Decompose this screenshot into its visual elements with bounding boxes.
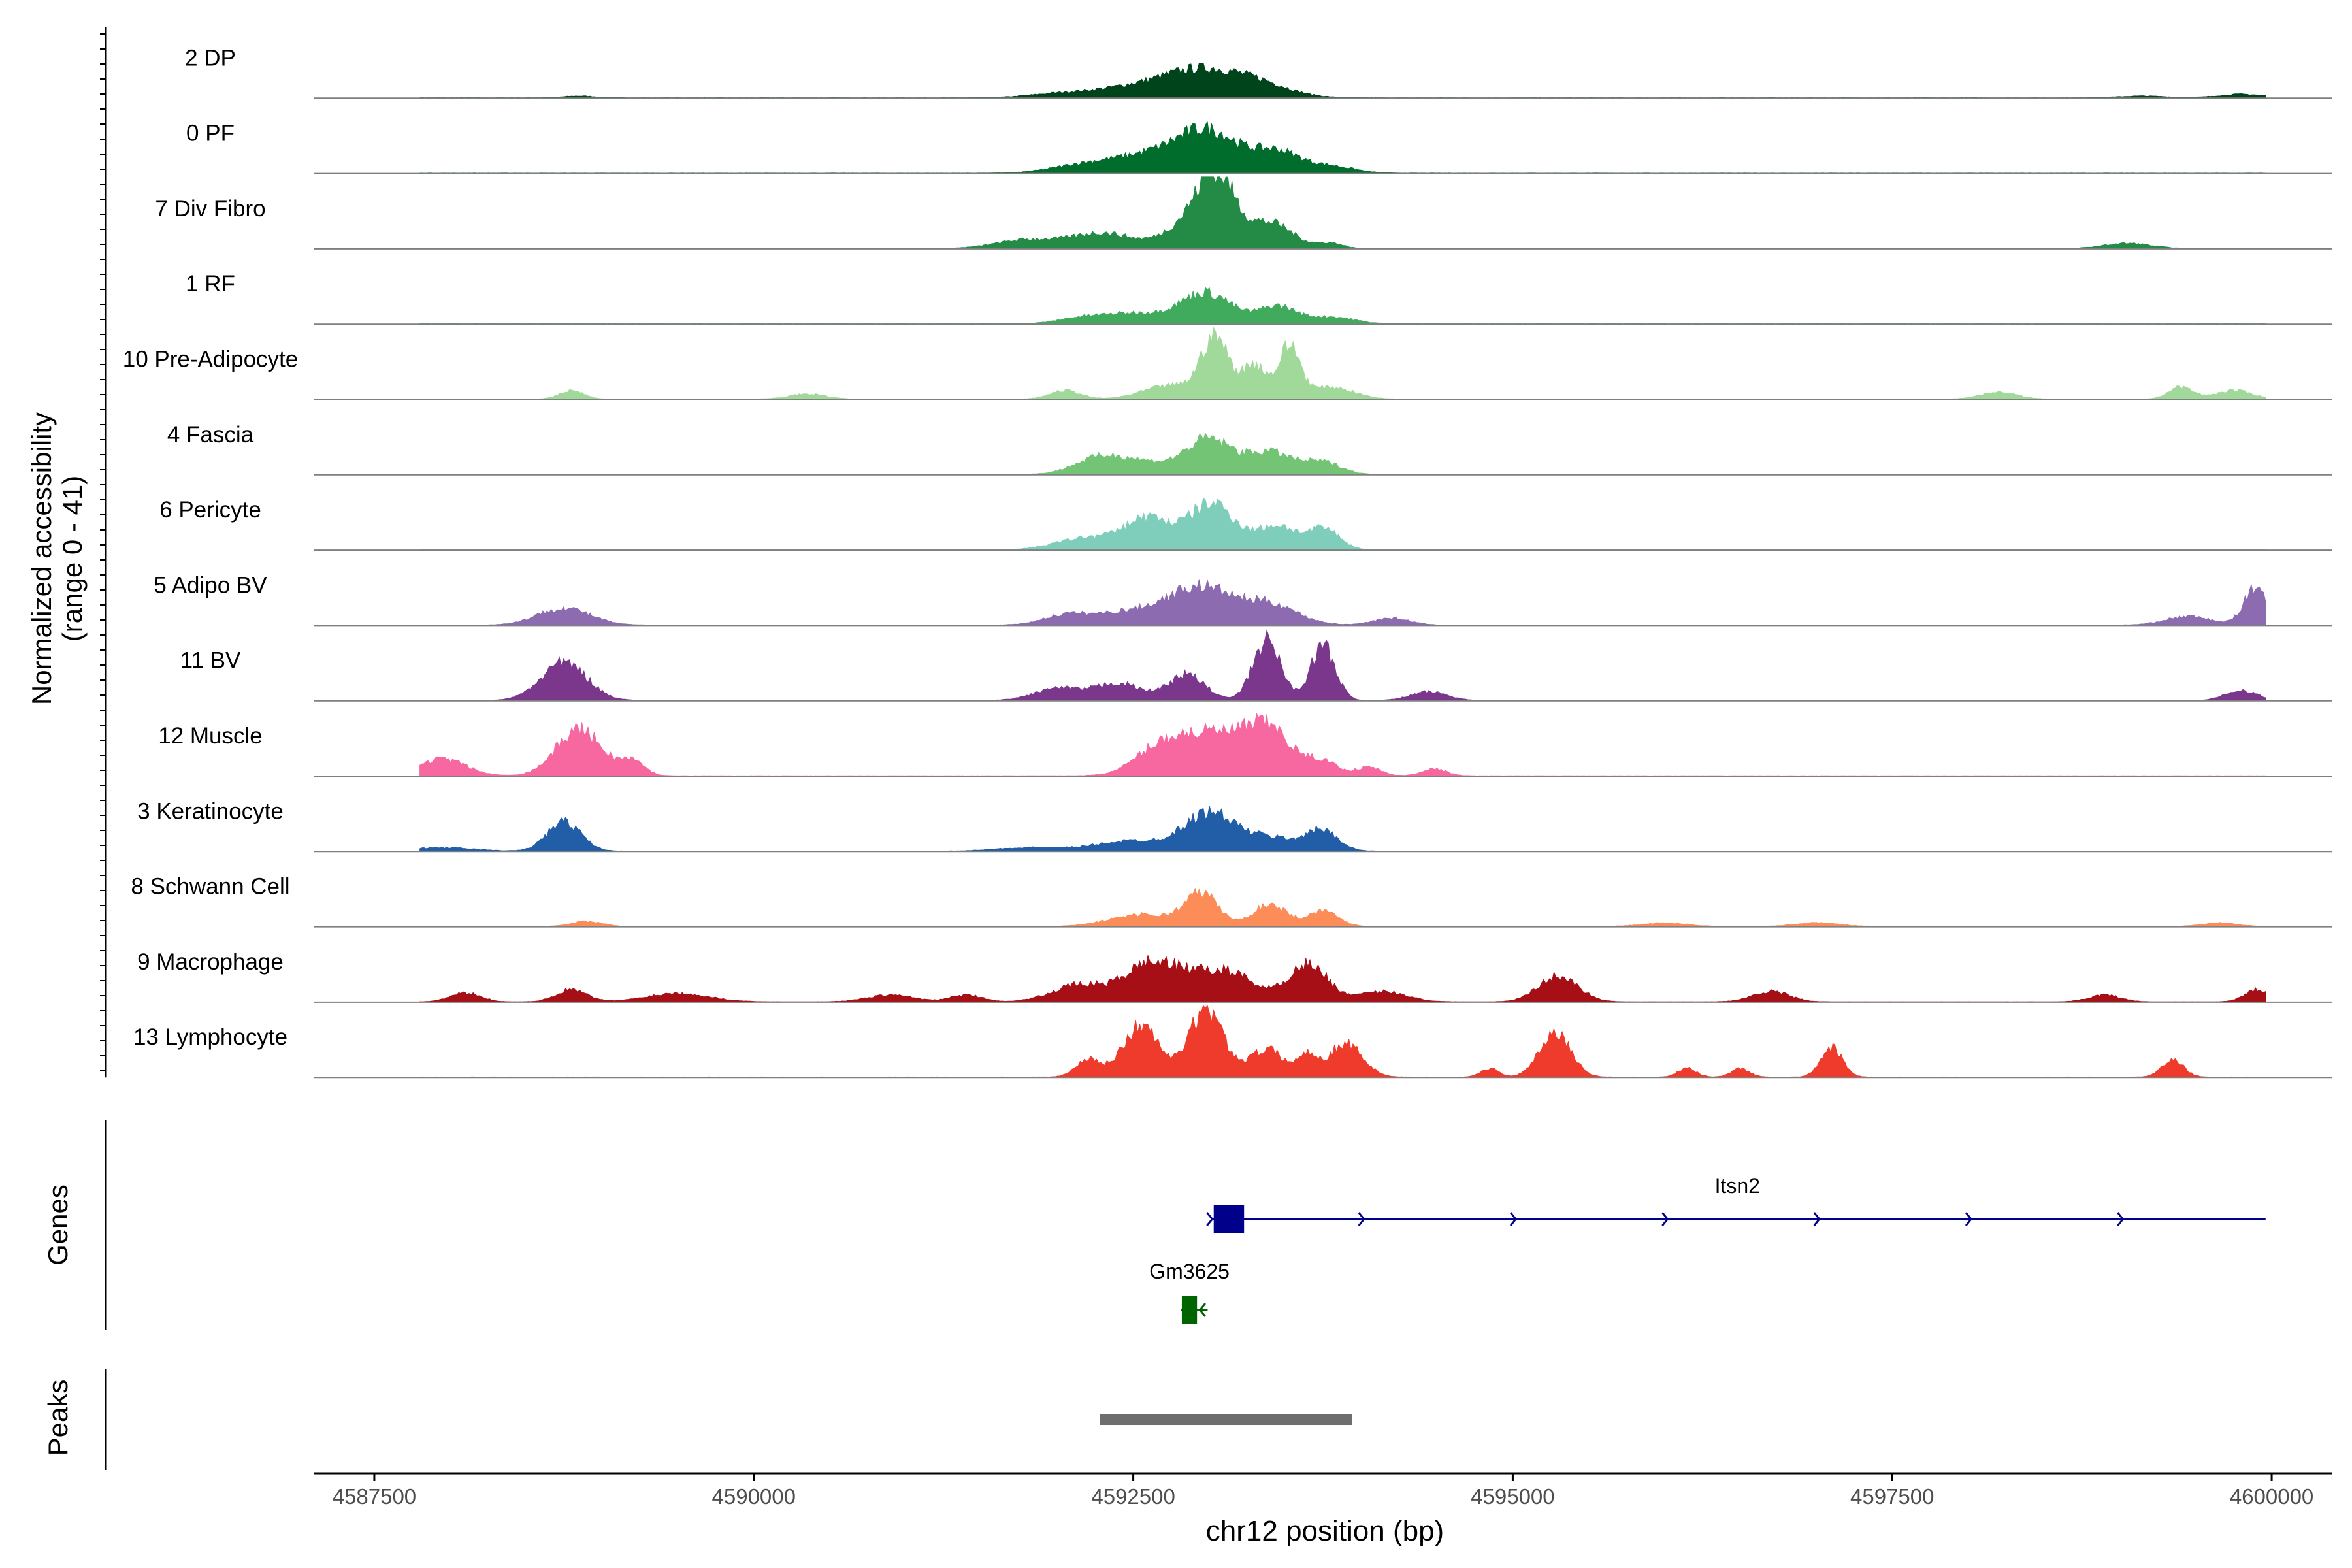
track-6-pericyte: 6 Pericyte xyxy=(159,497,2332,551)
genes-panel-label: Genes xyxy=(42,1184,73,1266)
track-signal-area xyxy=(419,326,2266,400)
track-signal-area xyxy=(419,432,2266,476)
track-4-fascia: 4 Fascia xyxy=(167,422,2332,476)
track-1-rf: 1 RF xyxy=(186,271,2332,325)
track-12-muscle: 12 Muscle xyxy=(158,712,2332,777)
track-label: 9 Macrophage xyxy=(137,949,284,975)
gene-name-label: Gm3625 xyxy=(1149,1260,1230,1283)
x-axis-tick-label: 4600000 xyxy=(2230,1484,2313,1509)
gene-strand-arrow xyxy=(1206,1212,1214,1226)
x-axis-title: chr12 position (bp) xyxy=(1206,1515,1444,1547)
x-axis-tick-label: 4595000 xyxy=(1471,1484,1554,1509)
x-axis-tick-label: 4592500 xyxy=(1091,1484,1175,1509)
gene-strand-arrow xyxy=(2117,1212,2125,1226)
gene-exon xyxy=(1181,1296,1198,1324)
peaks-panel-label: Peaks xyxy=(42,1380,73,1456)
gene-strand-arrow xyxy=(1813,1212,1821,1226)
gene-exon xyxy=(1213,1205,1245,1233)
gene-strand-arrow xyxy=(1661,1212,1669,1226)
track-label: 5 Adipo BV xyxy=(154,572,267,598)
x-axis-tick-label: 4590000 xyxy=(712,1484,796,1509)
y-axis-label-line2: (range 0 - 41) xyxy=(57,476,88,642)
coverage-tracks: 2 DP 0 PF 7 Div Fibro 1 RF 10 Pre-Adipocyte 4… xyxy=(123,45,2332,1079)
track-label: 13 Lymphocyte xyxy=(133,1024,287,1050)
track-label: 0 PF xyxy=(186,121,235,146)
track-signal-area xyxy=(419,497,2266,551)
x-axis-tick-label: 4587500 xyxy=(333,1484,416,1509)
track-0-pf: 0 PF xyxy=(186,121,2332,174)
track-signal-area xyxy=(419,287,2266,325)
track-signal-area xyxy=(419,887,2266,928)
track-label: 4 Fascia xyxy=(167,422,254,448)
track-signal-area xyxy=(419,629,2266,702)
track-7-div-fibro: 7 Div Fibro xyxy=(155,176,2332,250)
track-signal-area xyxy=(419,1005,2266,1078)
track-5-adipo-bv: 5 Adipo BV xyxy=(154,572,2332,627)
x-axis: 4587500 4590000 4592500 4595000 4597500 46000… xyxy=(314,1472,2332,1509)
peaks-panel: Peaks xyxy=(42,1369,1352,1470)
track-signal-area xyxy=(419,579,2266,626)
gene-name-label: Itsn2 xyxy=(1715,1174,1760,1198)
track-signal-area xyxy=(419,120,2266,174)
track-3-keratinocyte: 3 Keratinocyte xyxy=(137,798,2332,853)
gene-strand-arrow xyxy=(1965,1212,1972,1226)
gene-gm3625: Gm3625 xyxy=(1149,1260,1230,1324)
track-label: 10 Pre-Adipocyte xyxy=(123,347,298,372)
track-10-pre-adipocyte: 10 Pre-Adipocyte xyxy=(123,326,2332,400)
track-13-lymphocyte: 13 Lymphocyte xyxy=(133,1005,2332,1079)
track-8-schwann-cell: 8 Schwann Cell xyxy=(131,874,2332,928)
y-axis-title: Normalized accessibility (range 0 - 41) xyxy=(26,412,88,705)
track-2-dp: 2 DP xyxy=(185,45,2332,99)
track-label: 3 Keratinocyte xyxy=(137,798,284,824)
track-signal-area xyxy=(419,176,2266,250)
track-signal-area xyxy=(419,955,2266,1003)
track-signal-area xyxy=(419,712,2266,777)
track-label: 1 RF xyxy=(186,271,235,297)
track-9-macrophage: 9 Macrophage xyxy=(137,949,2332,1003)
y-axis-label-line1: Normalized accessibility xyxy=(26,412,57,705)
x-axis-tick-label: 4597500 xyxy=(1850,1484,1934,1509)
gene-strand-arrow xyxy=(1198,1303,1206,1317)
track-label: 2 DP xyxy=(185,45,236,71)
track-label: 7 Div Fibro xyxy=(155,196,265,221)
track-label: 11 BV xyxy=(180,648,241,674)
track-label: 6 Pericyte xyxy=(159,497,261,523)
gene-strand-arrow xyxy=(1358,1212,1365,1226)
gene-itsn2: Itsn2 xyxy=(1206,1174,2266,1233)
y-axis-line xyxy=(100,27,107,1078)
gene-strand-arrow xyxy=(1509,1212,1517,1226)
track-label: 8 Schwann Cell xyxy=(131,874,289,900)
track-signal-area xyxy=(419,62,2266,99)
gene-strand-arrow xyxy=(1181,1303,1188,1317)
track-label: 12 Muscle xyxy=(158,723,263,749)
track-signal-area xyxy=(419,806,2266,852)
genes-panel: Genes Itsn2 Gm3625 xyxy=(42,1120,2266,1330)
called-peak-bar xyxy=(1100,1414,1352,1425)
track-11-bv: 11 BV xyxy=(180,629,2332,702)
